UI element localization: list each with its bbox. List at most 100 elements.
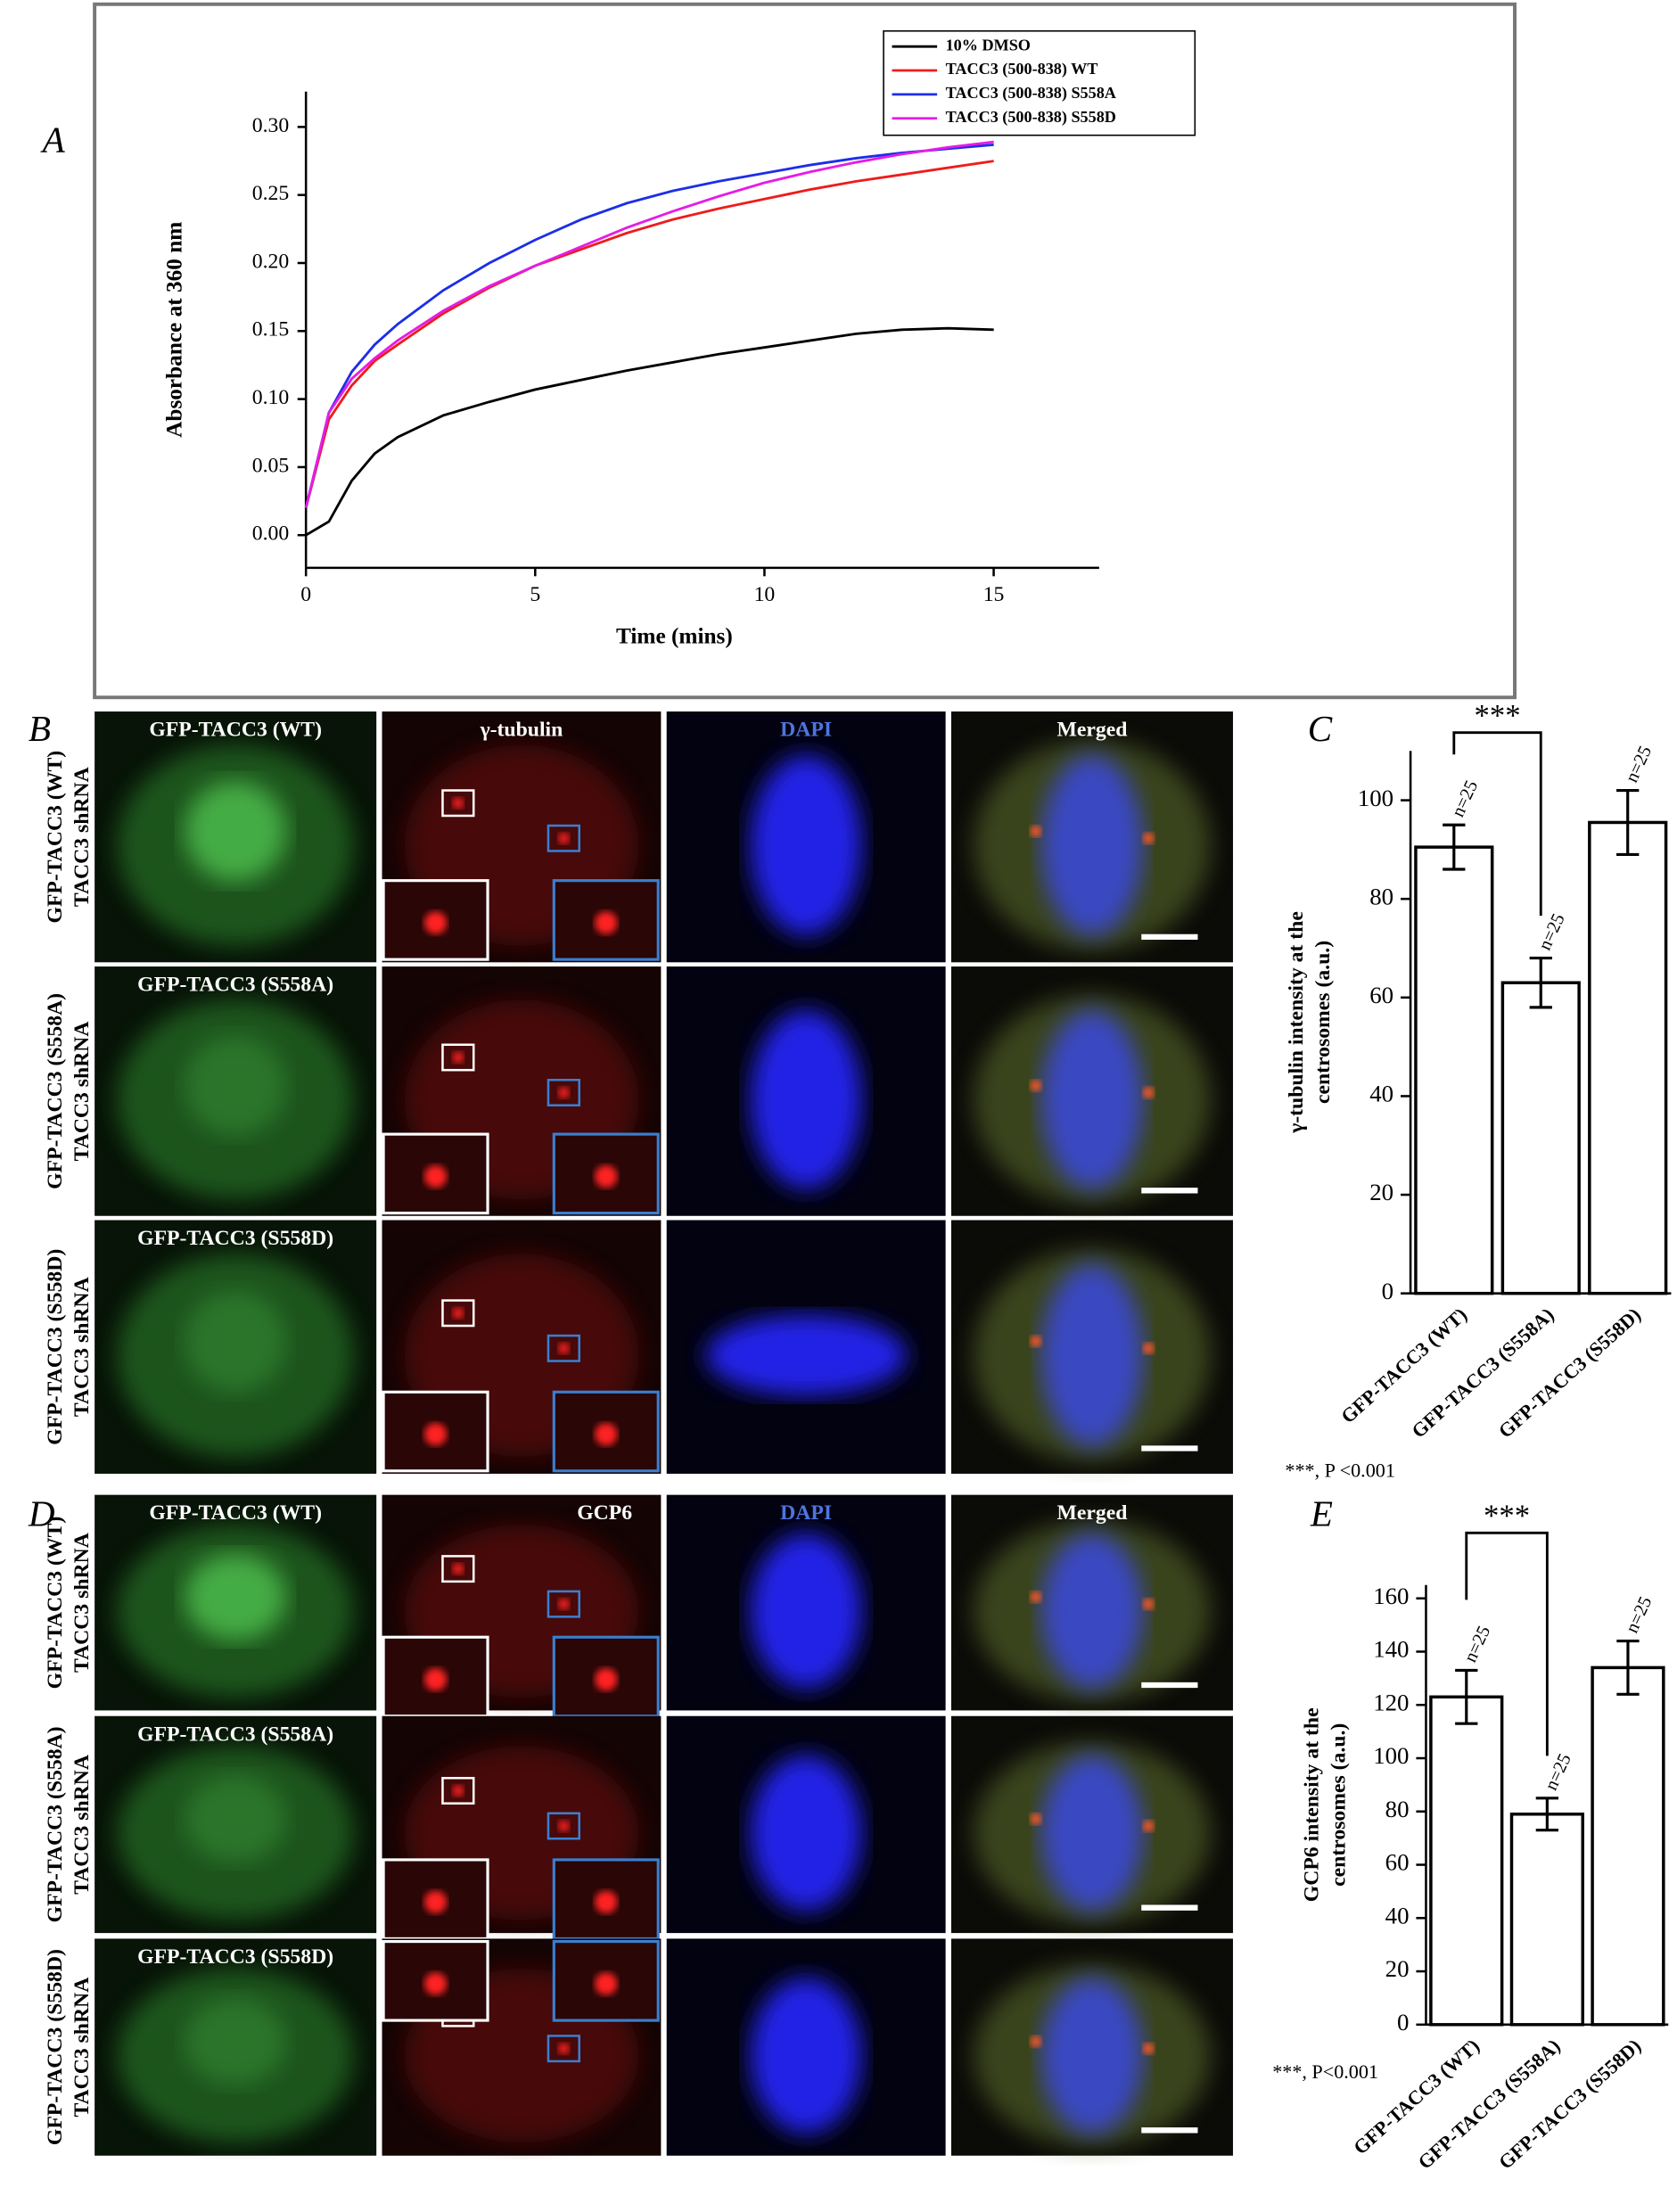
bar (1429, 1695, 1504, 2027)
centrosome (1030, 1080, 1042, 1091)
legend-label: TACC3 (500-838) S558A (946, 84, 1116, 103)
y-tick-label: 160 (1373, 1583, 1409, 1609)
micrograph (950, 711, 1233, 963)
channel-title: GFP-TACC3 (S558A) (137, 974, 333, 997)
spindle-gfp (185, 1035, 287, 1136)
inset-centrosome (423, 1972, 448, 1995)
centrosome (1030, 1591, 1042, 1603)
y-tick-label: 80 (1369, 883, 1393, 909)
centrosome (1142, 2043, 1155, 2055)
micrograph (950, 966, 1233, 1216)
micrograph (666, 966, 946, 1216)
micrograph (95, 1715, 377, 1934)
channel-title: Merged (1056, 719, 1127, 742)
bar (1588, 820, 1668, 1295)
centrosome (1142, 1087, 1155, 1098)
row-label: GFP-TACC3 (S558D) (44, 1249, 67, 1445)
bar (1414, 845, 1494, 1295)
error-bar (1616, 788, 1640, 857)
centrosome (1142, 1342, 1155, 1354)
y-tick-label: 0 (1397, 2009, 1409, 2035)
inset (552, 1940, 660, 2022)
chromosomes (705, 1314, 907, 1396)
row-label: GFP-TACC3 (S558D) (44, 1949, 67, 2145)
micrograph (950, 1715, 1233, 1934)
centrosome (1030, 1336, 1042, 1347)
y-tick-label: 0.10 (252, 386, 289, 409)
zoom-box (441, 1555, 475, 1583)
x-tick-label: 0 (300, 583, 311, 606)
bar-label: n=25 (1623, 1593, 1656, 1636)
micrograph (382, 1938, 662, 2156)
error-bar (1529, 956, 1552, 1009)
zoom-box (547, 1590, 580, 1618)
spindle-gfp (185, 1775, 287, 1863)
micrograph (382, 1715, 662, 1941)
chromosomes (750, 1755, 862, 1912)
y-tick-label: 60 (1385, 1849, 1410, 1876)
y-tick-label: 120 (1373, 1689, 1409, 1715)
y-tick-label: 0 (1382, 1278, 1393, 1304)
chromosomes (750, 1977, 862, 2134)
y-tick-label: 0.25 (252, 182, 289, 205)
x-tick-label: 10 (754, 583, 776, 606)
micrograph (666, 1220, 946, 1474)
row-label: GFP-TACC3 (WT) (44, 1517, 67, 1690)
micrograph (382, 1494, 662, 1718)
micrograph (95, 1494, 377, 1711)
significance-bracket (1452, 731, 1542, 917)
significance-bracket (1465, 1531, 1549, 1756)
inset-centrosome (423, 911, 448, 934)
chromosomes-merged (1041, 754, 1143, 936)
zoom-box (547, 824, 580, 852)
inset-centrosome (423, 1890, 448, 1913)
y-axis-label: centrosomes (a.u.) (1311, 941, 1335, 1104)
centrosome (558, 1342, 570, 1354)
spindle-gfp (185, 781, 287, 882)
chromosomes-merged (1041, 1533, 1143, 1690)
y-tick-label: 80 (1385, 1796, 1410, 1822)
micrograph (666, 1494, 946, 1711)
spindle-gfp (185, 1290, 287, 1393)
y-tick-label: 40 (1385, 1902, 1410, 1928)
centrosome (558, 1087, 570, 1098)
y-axis-label: GCP6 intensity at the (1300, 1707, 1323, 1902)
zoom-box (441, 1777, 475, 1805)
centrosome (1030, 826, 1042, 837)
bar-label: n=25 (1541, 1751, 1575, 1794)
row-label: GFP-TACC3 (S558A) (44, 993, 67, 1189)
chromosomes (750, 754, 862, 936)
centrosome (558, 1820, 570, 1832)
y-tick-label: 100 (1358, 785, 1393, 811)
y-axis-label: centrosomes (a.u.) (1328, 1723, 1351, 1887)
centrosome (558, 832, 570, 844)
inset-centrosome (595, 1890, 618, 1913)
inset-centrosome (595, 911, 618, 934)
significance-label: *** (1474, 698, 1520, 733)
micrograph (666, 1938, 946, 2156)
line-series (304, 140, 994, 509)
error-bar (1443, 823, 1466, 871)
centrosome (1142, 832, 1155, 844)
micrograph (95, 711, 377, 963)
legend-label: TACC3 (500-838) WT (946, 60, 1098, 78)
chromosomes-merged (1041, 1977, 1143, 2134)
legend-label: 10% DMSO (946, 36, 1031, 53)
row-label: TACC3 shRNA (70, 1277, 94, 1417)
inset-centrosome (423, 1164, 448, 1188)
inset-centrosome (595, 1972, 618, 1995)
bar (1509, 1813, 1584, 2027)
x-tick-label: 15 (983, 583, 1005, 606)
y-tick-label: 20 (1385, 1955, 1410, 1982)
centrosome (558, 1598, 570, 1610)
y-tick-label: 0.30 (252, 114, 289, 137)
bar (1500, 981, 1581, 1295)
chromosomes (750, 1533, 862, 1690)
channel-title: GFP-TACC3 (S558D) (137, 1227, 333, 1250)
inset-centrosome (595, 1164, 618, 1188)
error-bar (1455, 1668, 1478, 1725)
channel-title: GFP-TACC3 (WT) (149, 1501, 322, 1525)
chromosomes-merged (1041, 1263, 1143, 1447)
x-tick-label: 5 (530, 583, 540, 606)
